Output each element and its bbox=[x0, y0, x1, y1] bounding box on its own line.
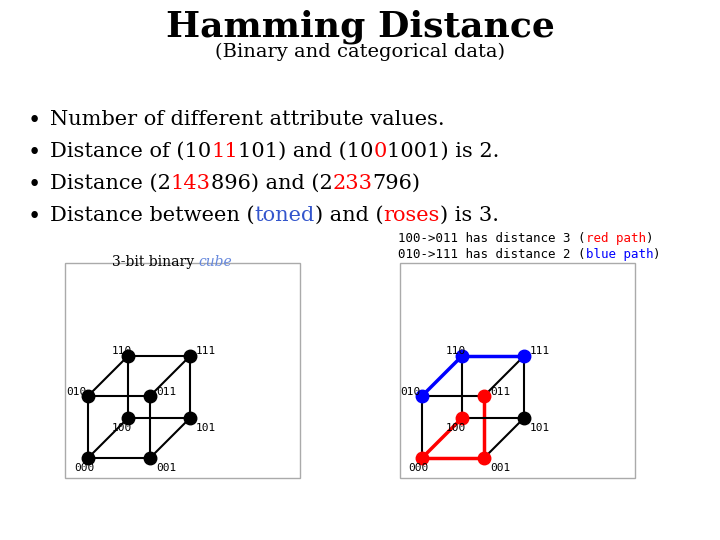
Text: 010: 010 bbox=[400, 387, 420, 397]
Text: 110: 110 bbox=[446, 346, 466, 356]
Text: Number of different attribute values.: Number of different attribute values. bbox=[50, 110, 445, 129]
Text: 100->011 has distance 3 (: 100->011 has distance 3 ( bbox=[398, 232, 585, 245]
Text: Hamming Distance: Hamming Distance bbox=[166, 10, 554, 44]
Text: Distance (2: Distance (2 bbox=[50, 174, 171, 193]
Text: 101: 101 bbox=[530, 423, 550, 433]
Text: ) is 3.: ) is 3. bbox=[440, 206, 499, 225]
Text: Distance between (: Distance between ( bbox=[50, 206, 255, 225]
Text: ): ) bbox=[646, 232, 653, 245]
Text: 010->111 has distance 2 (: 010->111 has distance 2 ( bbox=[398, 248, 585, 261]
Text: 100: 100 bbox=[446, 423, 466, 433]
Text: 796): 796) bbox=[373, 174, 420, 193]
Text: 143: 143 bbox=[171, 174, 211, 193]
Text: 010: 010 bbox=[66, 387, 86, 397]
Text: 001: 001 bbox=[490, 463, 510, 473]
Text: 000: 000 bbox=[408, 463, 428, 473]
Text: 011: 011 bbox=[490, 387, 510, 397]
Text: 100: 100 bbox=[112, 423, 132, 433]
Text: ) and (: ) and ( bbox=[315, 206, 384, 225]
Text: 101) and (10: 101) and (10 bbox=[238, 142, 374, 161]
Text: red path: red path bbox=[585, 232, 646, 245]
Text: 1001) is 2.: 1001) is 2. bbox=[387, 142, 499, 161]
Text: Distance of (10: Distance of (10 bbox=[50, 142, 211, 161]
Text: 011: 011 bbox=[156, 387, 176, 397]
Text: (Binary and categorical data): (Binary and categorical data) bbox=[215, 43, 505, 61]
Bar bbox=[400, 263, 635, 478]
Text: 11: 11 bbox=[211, 142, 238, 161]
Text: 101: 101 bbox=[196, 423, 216, 433]
Text: 233: 233 bbox=[333, 174, 373, 193]
Text: •: • bbox=[28, 206, 41, 228]
Text: 896) and (2: 896) and (2 bbox=[211, 174, 333, 193]
Text: roses: roses bbox=[384, 206, 440, 225]
Text: ): ) bbox=[653, 248, 660, 261]
Text: 000: 000 bbox=[74, 463, 94, 473]
Text: 111: 111 bbox=[196, 346, 216, 356]
Text: 3-bit binary: 3-bit binary bbox=[112, 255, 199, 269]
Text: 0: 0 bbox=[374, 142, 387, 161]
Text: toned: toned bbox=[255, 206, 315, 225]
Text: 001: 001 bbox=[156, 463, 176, 473]
Text: blue path: blue path bbox=[585, 248, 653, 261]
Text: 110: 110 bbox=[112, 346, 132, 356]
Text: •: • bbox=[28, 142, 41, 164]
Text: •: • bbox=[28, 174, 41, 196]
Text: cube: cube bbox=[199, 255, 233, 269]
Bar bbox=[65, 263, 300, 478]
Text: 111: 111 bbox=[530, 346, 550, 356]
Text: •: • bbox=[28, 110, 41, 132]
